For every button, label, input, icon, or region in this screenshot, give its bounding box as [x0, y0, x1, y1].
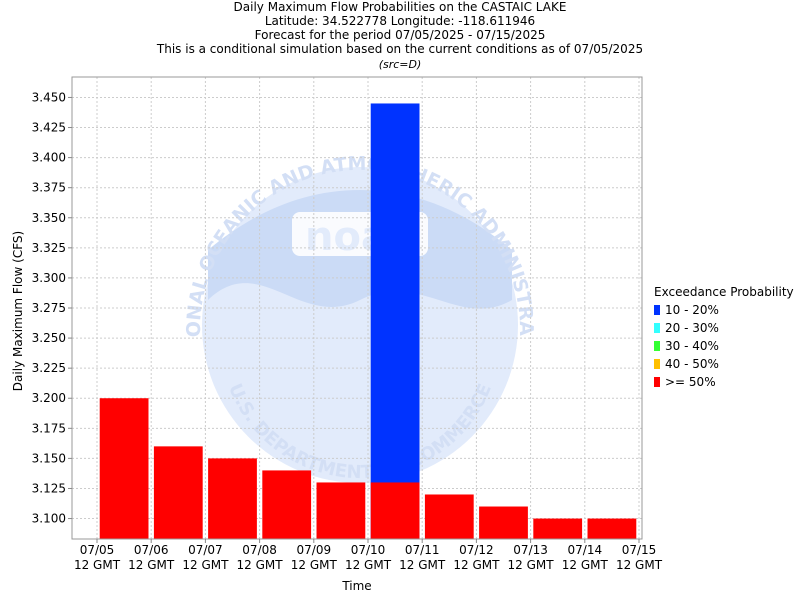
x-tick-sublabel: 12 GMT	[291, 558, 338, 572]
legend-label: 30 - 40%	[665, 339, 719, 353]
y-tick-label: 3.450	[32, 90, 66, 104]
y-tick-label: 3.300	[32, 271, 66, 285]
legend-swatch	[654, 377, 660, 387]
legend-item: 20 - 30%	[654, 319, 794, 337]
y-tick-label: 3.325	[32, 241, 66, 255]
y-tick-label: 3.375	[32, 181, 66, 195]
x-tick-label: 07/07	[188, 543, 223, 557]
y-tick-label: 3.125	[32, 481, 66, 495]
chart-title: Daily Maximum Flow Probabilities on the …	[233, 0, 567, 14]
x-tick-sublabel: 12 GMT	[345, 558, 392, 572]
y-tick-label: 3.425	[32, 121, 66, 135]
chart-location: Latitude: 34.522778 Longitude: -118.6119…	[264, 14, 536, 28]
legend-label: >= 50%	[665, 375, 716, 389]
x-tick-label: 07/08	[242, 543, 277, 557]
x-tick-label: 07/10	[351, 543, 386, 557]
y-tick-label: 3.250	[32, 331, 66, 345]
x-tick-sublabel: 12 GMT	[508, 558, 555, 572]
y-tick-label: 3.175	[32, 421, 66, 435]
bar	[316, 482, 366, 539]
y-tick-label: 3.275	[32, 301, 66, 315]
bars	[99, 103, 637, 539]
bar	[208, 458, 257, 539]
x-tick-label: 07/14	[568, 543, 603, 557]
x-tick-label: 07/09	[297, 543, 332, 557]
legend-swatch	[654, 359, 660, 369]
legend: Exceedance Probability 10 - 20% 20 - 30% 3…	[654, 283, 794, 391]
x-tick-label: 07/05	[80, 543, 115, 557]
x-axis-label: Time	[341, 579, 371, 593]
y-axis-label: Daily Maximum Flow (CFS)	[11, 231, 25, 391]
legend-label: 40 - 50%	[665, 357, 719, 371]
chart-period: Forecast for the period 07/05/2025 - 07/…	[254, 28, 546, 42]
x-tick-sublabel: 12 GMT	[453, 558, 500, 572]
legend-swatch	[654, 305, 660, 315]
chart-source: (src=D)	[378, 58, 422, 71]
legend-item: >= 50%	[654, 373, 794, 391]
bar	[370, 103, 420, 539]
legend-item: 40 - 50%	[654, 355, 794, 373]
x-tick-label: 07/06	[134, 543, 169, 557]
bar	[99, 398, 149, 539]
legend-item: 30 - 40%	[654, 337, 794, 355]
x-tick-sublabel: 12 GMT	[128, 558, 175, 572]
legend-label: 20 - 30%	[665, 321, 719, 335]
x-tick-label: 07/15	[622, 543, 657, 557]
x-tick-label: 07/12	[459, 543, 494, 557]
x-tick-sublabel: 12 GMT	[237, 558, 284, 572]
y-tick-label: 3.150	[32, 451, 66, 465]
bar	[153, 446, 203, 539]
legend-swatch	[654, 323, 660, 333]
x-tick-sublabel: 12 GMT	[74, 558, 121, 572]
x-tick-label: 07/11	[405, 543, 440, 557]
bar	[587, 518, 637, 539]
legend-title: Exceedance Probability	[654, 285, 794, 299]
y-tick-label: 3.100	[32, 512, 66, 526]
x-tick-sublabel: 12 GMT	[182, 558, 229, 572]
chart-note: This is a conditional simulation based o…	[156, 42, 644, 56]
x-tick-label: 07/13	[513, 543, 548, 557]
bar	[533, 518, 583, 539]
x-tick-sublabel: 12 GMT	[399, 558, 446, 572]
y-tick-label: 3.350	[32, 211, 66, 225]
x-tick-sublabel: 12 GMT	[616, 558, 663, 572]
legend-item: 10 - 20%	[654, 301, 794, 319]
bar	[424, 494, 474, 539]
legend-swatch	[654, 341, 660, 351]
chart-header: Daily Maximum Flow Probabilities on the …	[0, 0, 800, 73]
noaa-watermark-logo: noaa NATIONAL OCEANIC AND ATMOSPHERIC AD…	[0, 0, 537, 483]
y-axis: 3.100 3.125 3.150 3.175 3.200 3.225 3.250 3.275…	[32, 90, 72, 526]
y-tick-label: 3.200	[32, 391, 66, 405]
x-tick-sublabel: 12 GMT	[562, 558, 609, 572]
bar	[370, 482, 420, 539]
legend-label: 10 - 20%	[665, 303, 719, 317]
y-tick-label: 3.400	[32, 151, 66, 165]
y-tick-label: 3.225	[32, 361, 66, 375]
bar	[479, 506, 528, 539]
bar	[262, 470, 312, 539]
